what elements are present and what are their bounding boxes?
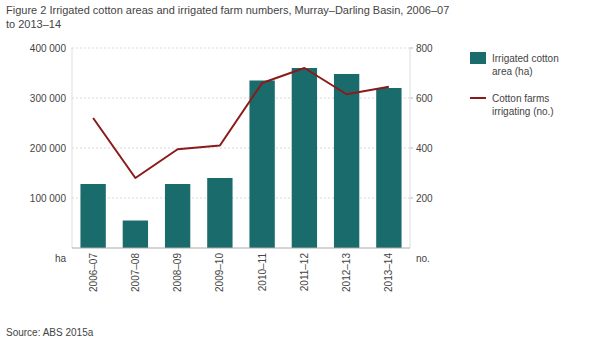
- bar: [207, 178, 232, 248]
- legend: Irrigated cotton area (ha) Cotton farms irr…: [470, 52, 559, 117]
- bar: [376, 88, 401, 248]
- legend-label: irrigating (no.): [492, 106, 554, 117]
- x-tick-label: 2008–09: [172, 253, 183, 292]
- chart-container: Figure 2 Irrigated cotton areas and irri…: [0, 0, 612, 344]
- y2-tick-label: 200: [416, 193, 433, 204]
- y2-axis-line: [410, 48, 411, 248]
- bar: [334, 74, 359, 248]
- background: [0, 0, 612, 344]
- title: Figure 2 Irrigated cotton areas and irri…: [6, 4, 449, 16]
- x-axis-line: [72, 248, 410, 249]
- plot-area: [80, 68, 401, 248]
- y-tick-label: 200 000: [30, 143, 67, 154]
- grid-line: [72, 48, 410, 49]
- y2-axis-label: no.: [416, 253, 430, 264]
- x-tick-label: 2012–13: [341, 253, 352, 292]
- y-axis-label: ha: [55, 253, 67, 264]
- legend-swatch: [470, 97, 486, 99]
- bar: [80, 184, 105, 248]
- y-tick-label: 400 000: [30, 43, 67, 54]
- bar: [292, 68, 317, 248]
- x-tick-label: 2009–10: [214, 253, 225, 292]
- bar: [165, 184, 190, 248]
- line: [93, 68, 389, 178]
- legend-label: Cotton farms: [492, 93, 549, 104]
- x-tick-label: 2006–07: [88, 253, 99, 292]
- title: to 2013–14: [6, 18, 61, 30]
- legend-label: Irrigated cotton: [492, 53, 559, 64]
- y-axis-line: [72, 48, 73, 248]
- x-tick-label: 2007–08: [130, 253, 141, 292]
- legend-label: area (ha): [492, 66, 533, 77]
- y2-tick-label: 800: [416, 43, 433, 54]
- legend-swatch: [470, 52, 486, 64]
- y-tick-label: 100 000: [30, 193, 67, 204]
- x-tick-label: 2013–14: [383, 253, 394, 292]
- x-tick-label: 2010–11: [257, 253, 268, 292]
- source: Source: ABS 2015a: [6, 327, 94, 338]
- y2-tick-label: 600: [416, 93, 433, 104]
- chart: Figure 2 Irrigated cotton areas and irri…: [0, 0, 612, 344]
- bar: [249, 81, 274, 249]
- x-tick-label: 2011–12: [299, 253, 310, 292]
- y2-tick-label: 400: [416, 143, 433, 154]
- y-tick-label: 300 000: [30, 93, 67, 104]
- bar: [123, 221, 148, 249]
